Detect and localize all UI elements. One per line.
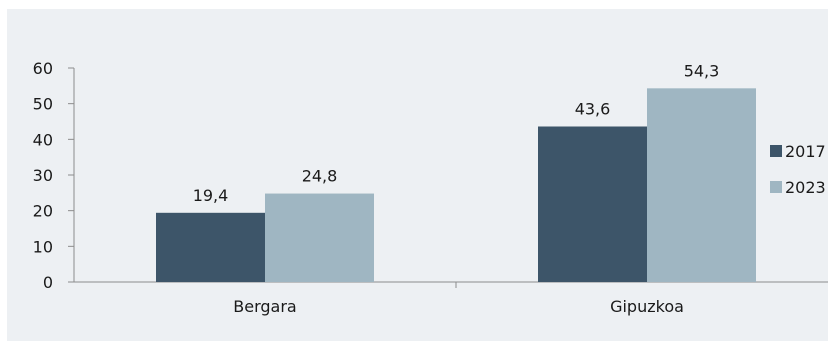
data-label: 54,3 [684,61,720,80]
y-tick-label: 30 [33,166,53,185]
y-tick-label: 50 [33,95,53,114]
bar [265,193,374,282]
x-category-label: Gipuzkoa [610,297,684,316]
y-tick-label: 10 [33,237,53,256]
y-tick-label: 40 [33,130,53,149]
data-label: 43,6 [575,99,611,118]
y-tick-label: 60 [33,59,53,78]
legend-swatch [770,145,782,157]
y-tick-label: 0 [43,273,53,292]
legend-label: 2023 [785,178,826,197]
bar [156,212,265,282]
y-tick-label: 20 [33,202,53,221]
legend-label: 2017 [785,142,826,161]
bar [647,88,756,282]
bar [538,126,647,282]
legend-swatch [770,181,782,193]
data-label: 24,8 [302,167,338,186]
x-category-label: Bergara [233,297,296,316]
data-label: 19,4 [193,186,229,205]
